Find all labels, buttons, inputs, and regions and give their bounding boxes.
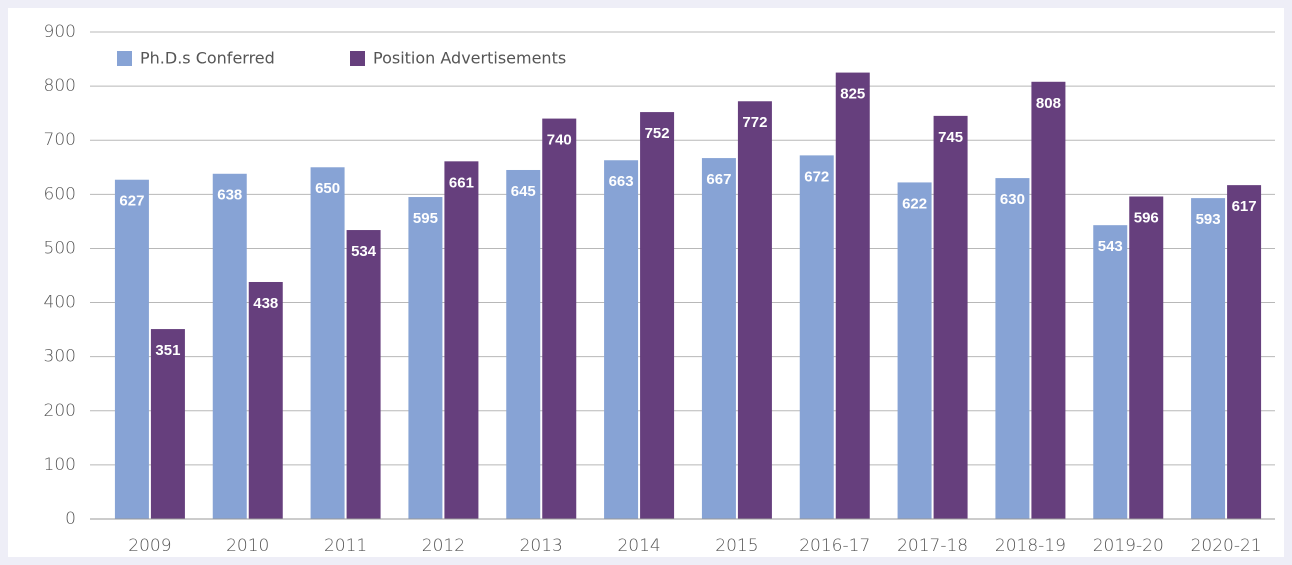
x-tick-label: 2009 xyxy=(128,536,171,556)
y-tick-label: 0 xyxy=(65,509,76,529)
x-tick-label: 2011 xyxy=(324,536,367,556)
bar xyxy=(1191,198,1226,520)
y-tick-label: 800 xyxy=(44,76,76,96)
legend-label: Ph.D.s Conferred xyxy=(140,49,275,68)
bar xyxy=(835,72,870,519)
x-tick-label: 2017-18 xyxy=(897,536,968,556)
bar xyxy=(933,115,968,519)
value-label: 596 xyxy=(1134,209,1159,226)
legend-swatch xyxy=(117,51,132,66)
x-tick-label: 2010 xyxy=(226,536,269,556)
x-tick-label: 2015 xyxy=(715,536,758,556)
y-tick-label: 300 xyxy=(44,347,76,367)
x-tick-label: 2012 xyxy=(422,536,465,556)
bar xyxy=(640,112,675,519)
x-tick-label: 2016-17 xyxy=(799,536,870,556)
y-tick-label: 200 xyxy=(44,401,76,421)
y-tick-label: 400 xyxy=(44,293,76,313)
x-tick-label: 2014 xyxy=(617,536,660,556)
value-label: 438 xyxy=(253,295,278,312)
bar xyxy=(150,329,185,519)
y-tick-label: 900 xyxy=(44,22,76,42)
value-label: 752 xyxy=(645,125,670,142)
legend-swatch xyxy=(350,51,365,66)
value-label: 638 xyxy=(217,187,242,204)
x-tick-label: 2013 xyxy=(520,536,563,556)
value-label: 617 xyxy=(1232,198,1257,215)
bar xyxy=(1031,81,1066,519)
value-label: 351 xyxy=(155,342,180,359)
value-label: 645 xyxy=(511,183,536,200)
bar xyxy=(1129,196,1164,519)
value-label: 667 xyxy=(706,171,731,188)
bar xyxy=(212,173,247,519)
value-label: 650 xyxy=(315,180,340,197)
y-tick-label: 500 xyxy=(44,238,76,258)
value-label: 543 xyxy=(1098,238,1123,255)
value-label: 627 xyxy=(119,193,144,210)
value-label: 663 xyxy=(609,173,634,190)
bar xyxy=(1093,225,1128,519)
value-label: 740 xyxy=(547,132,572,149)
bar xyxy=(995,178,1030,519)
bar xyxy=(310,167,345,519)
bar xyxy=(506,169,541,519)
bar xyxy=(737,101,772,520)
value-label: 595 xyxy=(413,210,438,227)
y-tick-label: 100 xyxy=(44,455,76,475)
x-tick-label: 2018-19 xyxy=(995,536,1066,556)
value-label: 772 xyxy=(742,114,767,131)
bar xyxy=(542,118,577,520)
value-label: 672 xyxy=(804,168,829,185)
bar xyxy=(114,179,149,519)
value-label: 745 xyxy=(938,129,963,146)
value-label: 808 xyxy=(1036,95,1061,112)
legend-label: Position Advertisements xyxy=(373,49,566,68)
value-label: 593 xyxy=(1196,211,1221,228)
bar xyxy=(604,160,639,519)
bar xyxy=(897,182,932,519)
value-label: 534 xyxy=(351,243,377,260)
y-tick-label: 700 xyxy=(44,130,76,150)
bar xyxy=(1227,185,1262,519)
bar xyxy=(346,230,381,519)
value-label: 661 xyxy=(449,174,474,191)
bar xyxy=(444,161,479,519)
x-tick-label: 2019-20 xyxy=(1093,536,1164,556)
value-label: 622 xyxy=(902,195,927,212)
bar xyxy=(408,197,443,520)
x-tick-label: 2020-21 xyxy=(1191,536,1262,556)
bar xyxy=(248,281,283,519)
bar xyxy=(799,155,834,519)
y-tick-label: 600 xyxy=(44,184,76,204)
bar xyxy=(701,158,736,519)
value-label: 630 xyxy=(1000,191,1025,208)
value-label: 825 xyxy=(840,86,865,103)
